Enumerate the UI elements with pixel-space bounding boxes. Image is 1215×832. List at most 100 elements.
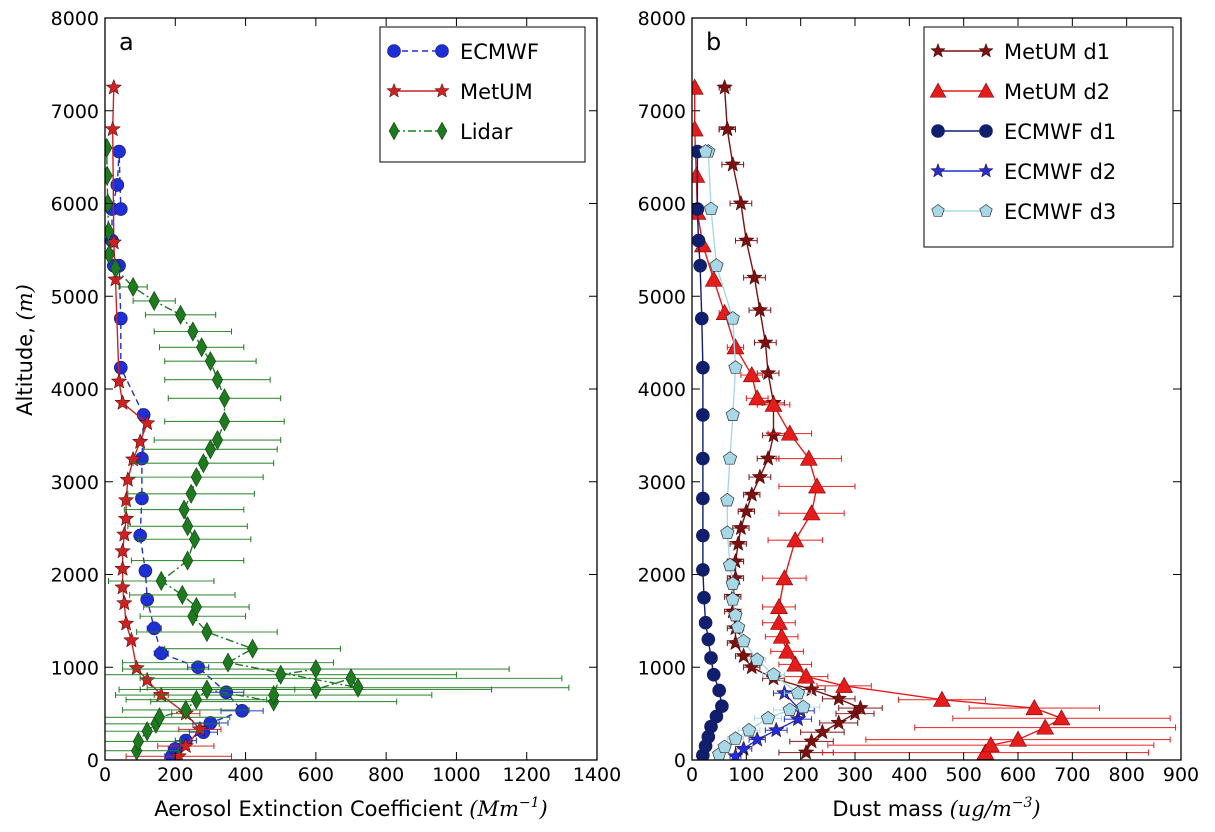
data-point xyxy=(772,627,791,644)
data-point xyxy=(735,647,752,664)
data-point xyxy=(1009,730,1027,747)
data-point xyxy=(138,563,153,578)
legend-marker xyxy=(930,42,946,58)
legend-marker xyxy=(434,82,450,98)
x-tick-label: 1000 xyxy=(432,764,480,786)
data-point xyxy=(114,394,131,410)
data-point xyxy=(222,652,234,673)
data-point xyxy=(155,570,167,592)
data-point xyxy=(751,468,769,485)
data-point xyxy=(719,120,736,137)
data-point xyxy=(204,439,217,460)
data-point xyxy=(830,714,848,730)
data-point xyxy=(128,659,145,676)
data-point xyxy=(148,290,160,311)
data-point xyxy=(729,535,747,551)
data-point xyxy=(187,321,199,342)
data-point xyxy=(738,502,755,519)
data-point xyxy=(757,333,774,350)
data-point xyxy=(728,360,743,374)
data-point xyxy=(712,683,726,698)
data-point xyxy=(117,614,135,631)
legend-marker xyxy=(436,121,448,141)
data-point xyxy=(696,360,710,375)
data-point xyxy=(766,667,781,681)
data-point xyxy=(692,233,706,248)
data-point xyxy=(692,120,704,137)
data-point xyxy=(742,366,761,383)
data-point xyxy=(345,668,357,689)
x-tick-label: 600 xyxy=(1000,764,1036,786)
data-point xyxy=(352,677,364,698)
data-point xyxy=(268,685,280,706)
data-point xyxy=(802,504,821,521)
data-point xyxy=(114,578,131,595)
data-point xyxy=(751,301,769,318)
data-point xyxy=(720,492,735,507)
data-point xyxy=(114,360,128,375)
data-point xyxy=(138,414,156,431)
data-point xyxy=(741,722,757,737)
legend-marker xyxy=(387,44,401,58)
data-point xyxy=(981,736,1000,753)
data-point xyxy=(110,178,125,192)
x-tick-label: 1200 xyxy=(503,764,551,786)
data-point xyxy=(789,710,807,727)
legend-item: Lidar xyxy=(388,120,513,144)
data-point xyxy=(692,202,705,216)
data-point xyxy=(764,395,783,412)
x-tick-label: 400 xyxy=(227,764,263,786)
data-point xyxy=(191,720,209,737)
data-point xyxy=(310,679,322,700)
data-point xyxy=(725,407,740,421)
data-point xyxy=(109,258,122,279)
data-point xyxy=(722,557,738,572)
legend-label: MetUM xyxy=(460,80,533,104)
data-point xyxy=(790,685,806,700)
legend-marker xyxy=(979,124,993,138)
data-point xyxy=(852,699,869,716)
data-point xyxy=(704,651,718,665)
data-point xyxy=(732,194,750,211)
x-axis-label: Aerosol Extinction Coefficient (Mm−1) xyxy=(154,795,547,821)
legend-item: ECMWF d2 xyxy=(930,160,1116,184)
data-point xyxy=(732,519,750,536)
data-point xyxy=(731,619,746,634)
y-tick-label: 8000 xyxy=(638,8,686,30)
data-point xyxy=(743,485,761,502)
data-point xyxy=(697,590,711,605)
data-point xyxy=(114,560,131,576)
data-point xyxy=(696,491,710,506)
legend-item: ECMWF d1 xyxy=(931,120,1116,144)
data-point xyxy=(116,525,133,542)
plot-area xyxy=(692,78,1177,760)
data-point xyxy=(770,597,788,614)
series-metum-d2 xyxy=(692,78,1177,760)
legend-label: Lidar xyxy=(460,120,513,144)
data-point xyxy=(750,652,765,666)
y-tick-label: 7000 xyxy=(638,101,686,123)
data-point xyxy=(310,659,322,680)
legend-marker xyxy=(978,162,994,178)
data-point xyxy=(724,155,742,172)
data-point xyxy=(1036,718,1055,735)
legend-item: MetUM d1 xyxy=(930,40,1110,64)
data-point xyxy=(770,613,788,630)
panel-b: 0 100 200 300 400 500 600 700 800 900 0 1000 2000 300… xyxy=(638,8,1199,821)
data-point xyxy=(180,699,192,720)
x-axis-label: Dust mass (ug/m−3) xyxy=(832,795,1040,821)
data-point xyxy=(748,389,767,406)
data-point xyxy=(786,655,805,672)
data-point xyxy=(201,679,213,700)
data-point xyxy=(141,721,153,742)
data-point xyxy=(725,592,740,606)
x-tick-label: 200 xyxy=(783,764,819,786)
legend-item: ECMWF xyxy=(387,40,539,64)
data-point xyxy=(132,731,144,752)
x-tick-label: 900 xyxy=(1163,764,1199,786)
data-point xyxy=(190,596,202,618)
data-point xyxy=(112,144,126,159)
legend-item: MetUM d2 xyxy=(929,80,1110,104)
y-tick-label: 2000 xyxy=(51,565,99,587)
legend-marker xyxy=(929,82,947,98)
